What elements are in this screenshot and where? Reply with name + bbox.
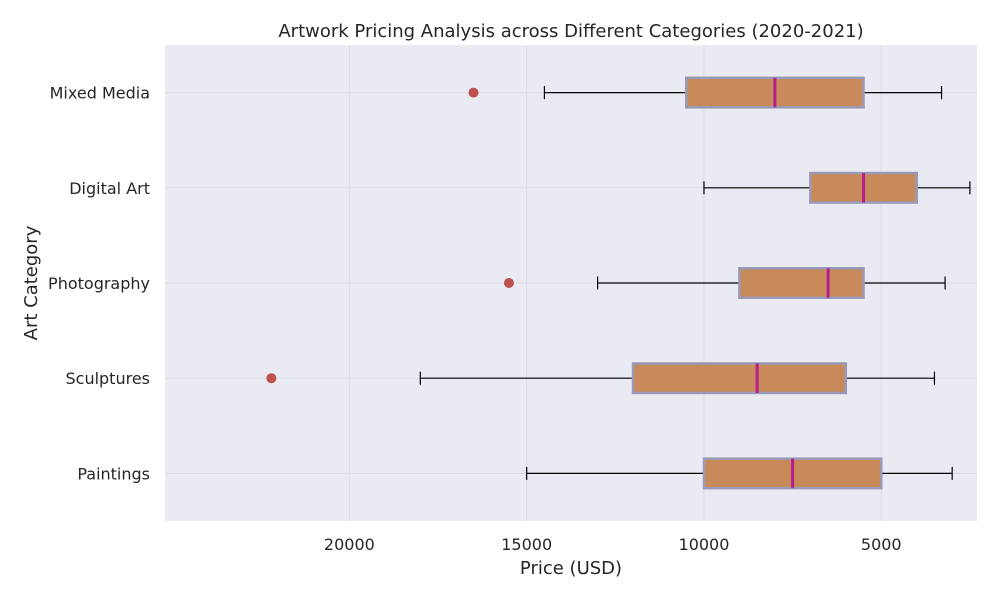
box [738, 266, 865, 300]
x-axis-label: Price (USD) [520, 558, 622, 579]
box-paintings [526, 457, 953, 490]
y-tick-label: Paintings [77, 464, 150, 483]
y-tick-label: Digital Art [69, 179, 150, 198]
boxes [266, 76, 971, 490]
x-tick-label: 10000 [679, 535, 730, 554]
x-tick-label: 5000 [861, 535, 902, 554]
outlier-point [266, 373, 277, 384]
y-tick-label: Sculptures [65, 369, 150, 388]
y-axis-label: Art Category [21, 225, 42, 340]
box-digital-art [703, 171, 971, 204]
box [631, 362, 848, 395]
outlier-point [503, 278, 514, 288]
y-tick-label: Photography [48, 274, 150, 293]
box-photography [503, 266, 946, 300]
y-tick-label: Mixed Media [50, 84, 150, 103]
x-tick-labels: 20000 15000 10000 5000 [324, 535, 902, 554]
x-tick-label: 20000 [324, 535, 375, 554]
y-tick-labels: Paintings Sculptures Photography Digital Ar… [48, 84, 150, 484]
box-sculptures [266, 362, 936, 395]
x-tick-label: 15000 [501, 535, 552, 554]
box-mixed-media [468, 76, 943, 109]
chart-title: Artwork Pricing Analysis across Differen… [278, 21, 863, 42]
outlier-point [468, 87, 479, 98]
